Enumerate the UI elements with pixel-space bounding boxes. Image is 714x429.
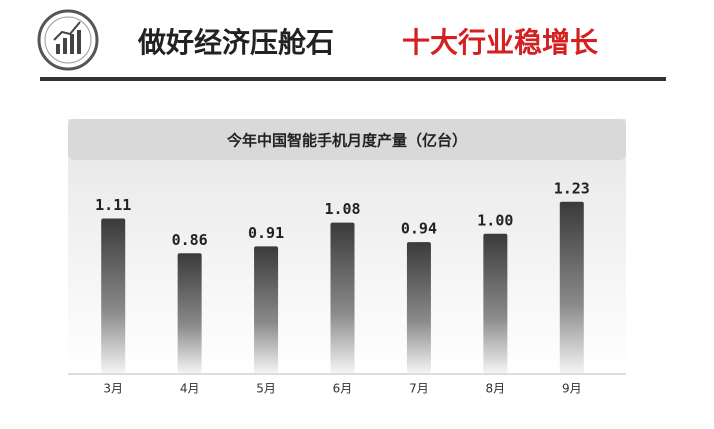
x-tick-label: 4月 xyxy=(180,382,200,396)
chart-title: 今年中国智能手机月度产量（亿台） xyxy=(226,132,467,150)
header-rule xyxy=(40,77,666,81)
value-label: 0.86 xyxy=(172,231,208,249)
bar xyxy=(101,218,126,373)
x-tick-label: 7月 xyxy=(409,382,429,396)
x-tick-label: 9月 xyxy=(562,382,582,396)
header-title-red: 十大行业稳增长 xyxy=(402,26,598,59)
chart-title-panel xyxy=(68,119,626,160)
bar xyxy=(254,246,279,373)
value-label: 0.91 xyxy=(248,224,284,242)
value-label: 1.00 xyxy=(477,211,513,229)
x-tick-label: 8月 xyxy=(486,382,506,396)
value-label: 1.08 xyxy=(324,200,360,218)
bar xyxy=(330,222,355,373)
header-icon xyxy=(37,9,99,71)
bar xyxy=(559,201,584,373)
header-title: 做好经济压舱石 xyxy=(137,26,334,59)
value-label: 0.94 xyxy=(401,220,437,238)
x-tick-label: 5月 xyxy=(256,382,276,396)
x-tick-label: 3月 xyxy=(103,382,123,396)
value-label: 1.23 xyxy=(554,179,590,197)
value-label: 1.11 xyxy=(95,196,131,214)
bar xyxy=(483,233,508,373)
bar xyxy=(177,253,202,373)
x-tick-label: 6月 xyxy=(333,382,353,396)
bar xyxy=(406,242,431,373)
